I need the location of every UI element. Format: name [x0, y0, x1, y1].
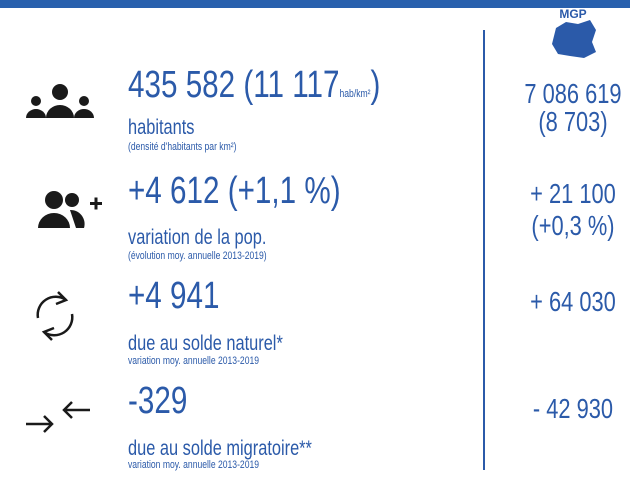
- compare-value: + 21 100: [530, 178, 616, 209]
- person-add-icon: [38, 191, 102, 228]
- value-close: ): [370, 64, 381, 106]
- people-icon: [26, 84, 94, 118]
- sublabel: (densité d'habitants par km²): [128, 141, 237, 153]
- value: 435 582 (11 117: [128, 64, 340, 106]
- compare-value: - 42 930: [532, 393, 614, 424]
- divider: [483, 30, 485, 470]
- cycle-icon: [36, 291, 74, 341]
- sublabel: (évolution moy. annuelle 2013-2019): [128, 250, 267, 262]
- main-value: 435 582 (11 117hab/km²): [128, 66, 380, 104]
- map-icon: [552, 20, 596, 58]
- label: variation de la pop.: [128, 226, 267, 249]
- main-value: +4 612 (+1,1 %): [128, 172, 341, 210]
- compare-label: MGP: [559, 7, 587, 21]
- main-value: +4 941: [128, 277, 219, 315]
- sublabel: variation moy. annuelle 2013-2019: [128, 459, 260, 471]
- value: -329: [128, 380, 188, 422]
- compare-value: (+0,3 %): [531, 210, 615, 241]
- label: due au solde naturel*: [128, 332, 283, 355]
- arrows-icon: [26, 401, 90, 433]
- sublabel: variation moy. annuelle 2013-2019: [128, 355, 260, 367]
- label: habitants: [128, 116, 195, 139]
- main-value: -329: [128, 382, 187, 420]
- compare-value: + 64 030: [530, 286, 616, 317]
- compare-value: (8 703): [538, 106, 608, 137]
- value-unit: hab/km²: [339, 88, 371, 100]
- compare-value: 7 086 619: [524, 78, 622, 109]
- top-bar: [0, 0, 630, 8]
- value: +4 941: [128, 275, 220, 317]
- value: +4 612 (+1,1 %): [128, 170, 341, 212]
- label: due au solde migratoire**: [128, 437, 312, 460]
